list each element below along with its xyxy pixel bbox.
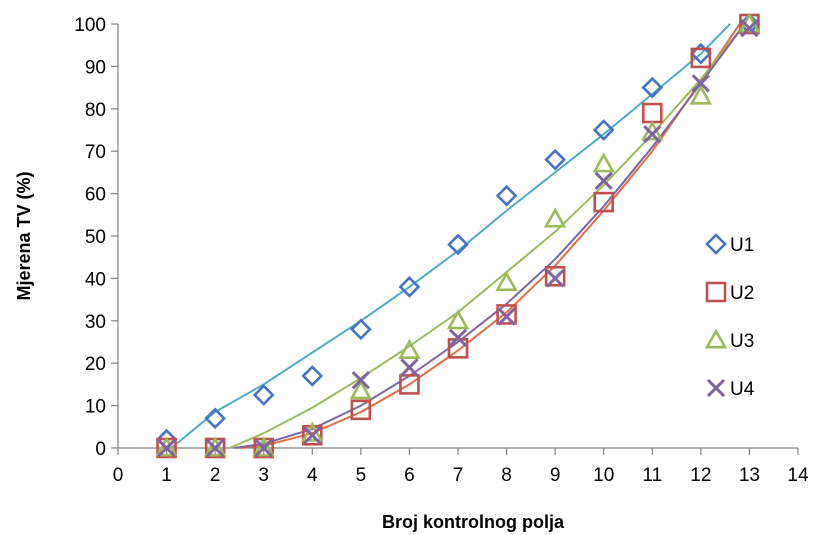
legend-label-u4: U4 xyxy=(730,379,755,400)
y-tick-label: 80 xyxy=(85,100,106,121)
x-tick-label: 5 xyxy=(356,465,367,486)
data-point-u1 xyxy=(447,233,469,256)
data-point-u3 xyxy=(543,207,567,228)
x-tick-label: 14 xyxy=(787,465,809,486)
data-point-u2 xyxy=(641,102,663,124)
data-point-u4 xyxy=(351,370,371,390)
data-point-u4 xyxy=(205,438,225,458)
data-point-u3 xyxy=(203,436,227,457)
x-tick-label: 7 xyxy=(453,465,464,486)
data-point-u3 xyxy=(252,436,275,457)
data-point-u3 xyxy=(398,338,421,359)
data-point-u1 xyxy=(592,119,615,141)
data-point-u4 xyxy=(643,125,662,144)
y-tick-label: 70 xyxy=(85,142,106,163)
x-tick-label: 1 xyxy=(161,465,172,486)
y-axis-label: Mjerena TV (%) xyxy=(14,171,34,300)
legend-label-u3: U3 xyxy=(730,331,754,352)
y-tick-label: 90 xyxy=(85,57,106,78)
data-point-u2 xyxy=(593,191,615,213)
y-tick-label: 0 xyxy=(95,439,106,460)
legend-marker-u4 xyxy=(706,378,726,398)
y-tick-label: 40 xyxy=(85,269,106,290)
y-tick-label: 50 xyxy=(85,227,106,248)
data-point-u4 xyxy=(303,426,322,445)
x-tick-label: 4 xyxy=(307,465,318,486)
data-point-u4 xyxy=(740,19,759,38)
x-tick-label: 0 xyxy=(113,465,124,486)
data-point-u2 xyxy=(350,399,372,421)
data-point-u4 xyxy=(691,74,711,93)
x-tick-label: 6 xyxy=(404,465,415,486)
y-tick-label: 60 xyxy=(85,185,106,206)
data-point-u4 xyxy=(400,358,419,377)
data-point-u1 xyxy=(544,148,566,171)
trend-line-u3 xyxy=(229,23,746,449)
y-tick-label: 30 xyxy=(85,312,106,333)
data-point-u4 xyxy=(497,307,516,326)
legend: U1 U2 U3 U4 xyxy=(704,233,755,400)
data-point-u3 xyxy=(689,84,713,105)
trend-line-u1 xyxy=(170,23,731,449)
x-tick-label: 11 xyxy=(642,465,662,486)
data-point-u2 xyxy=(496,304,517,325)
legend-marker-u3 xyxy=(704,328,728,349)
data-point-u3 xyxy=(592,152,615,173)
data-point-u2 xyxy=(544,265,566,287)
data-point-u3 xyxy=(155,436,178,457)
y-tick-label: 100 xyxy=(74,15,106,36)
data-point-u2 xyxy=(399,374,420,395)
data-point-u4 xyxy=(448,328,468,347)
data-point-u3 xyxy=(446,309,470,330)
data-point-u4 xyxy=(594,171,613,191)
data-point-u3 xyxy=(349,379,373,400)
data-point-u2 xyxy=(690,47,712,69)
x-tick-label: 2 xyxy=(210,465,221,486)
data-point-u4 xyxy=(545,269,565,288)
legend-marker-u2 xyxy=(705,281,727,303)
x-tick-label: 13 xyxy=(739,465,760,486)
data-point-u1 xyxy=(350,318,372,341)
data-point-u1 xyxy=(495,184,518,207)
data-point-u1 xyxy=(690,42,712,65)
x-axis-label: Broj kontrolnog polja xyxy=(382,512,565,532)
data-point-u3 xyxy=(641,120,664,141)
x-tick-label: 9 xyxy=(550,465,561,486)
data-point-u4 xyxy=(157,438,176,458)
x-tick-label: 10 xyxy=(593,465,614,486)
x-tick-label: 8 xyxy=(501,465,512,486)
x-tick-label: 3 xyxy=(258,465,269,486)
y-tick-label: 20 xyxy=(85,354,106,375)
legend-label-u2: U2 xyxy=(730,283,754,304)
x-tick-label: 12 xyxy=(690,465,711,486)
data-point-u1 xyxy=(398,276,421,298)
data-point-u3 xyxy=(495,270,518,292)
legend-marker-u1 xyxy=(705,233,727,255)
data-point-u4 xyxy=(254,438,273,458)
data-point-u1 xyxy=(301,365,324,387)
data-point-u1 xyxy=(641,76,664,99)
y-tick-label: 10 xyxy=(85,397,106,418)
data-points xyxy=(155,12,761,459)
data-point-u1 xyxy=(252,384,275,406)
data-point-u1 xyxy=(204,407,226,430)
legend-label-u1: U1 xyxy=(730,235,754,256)
